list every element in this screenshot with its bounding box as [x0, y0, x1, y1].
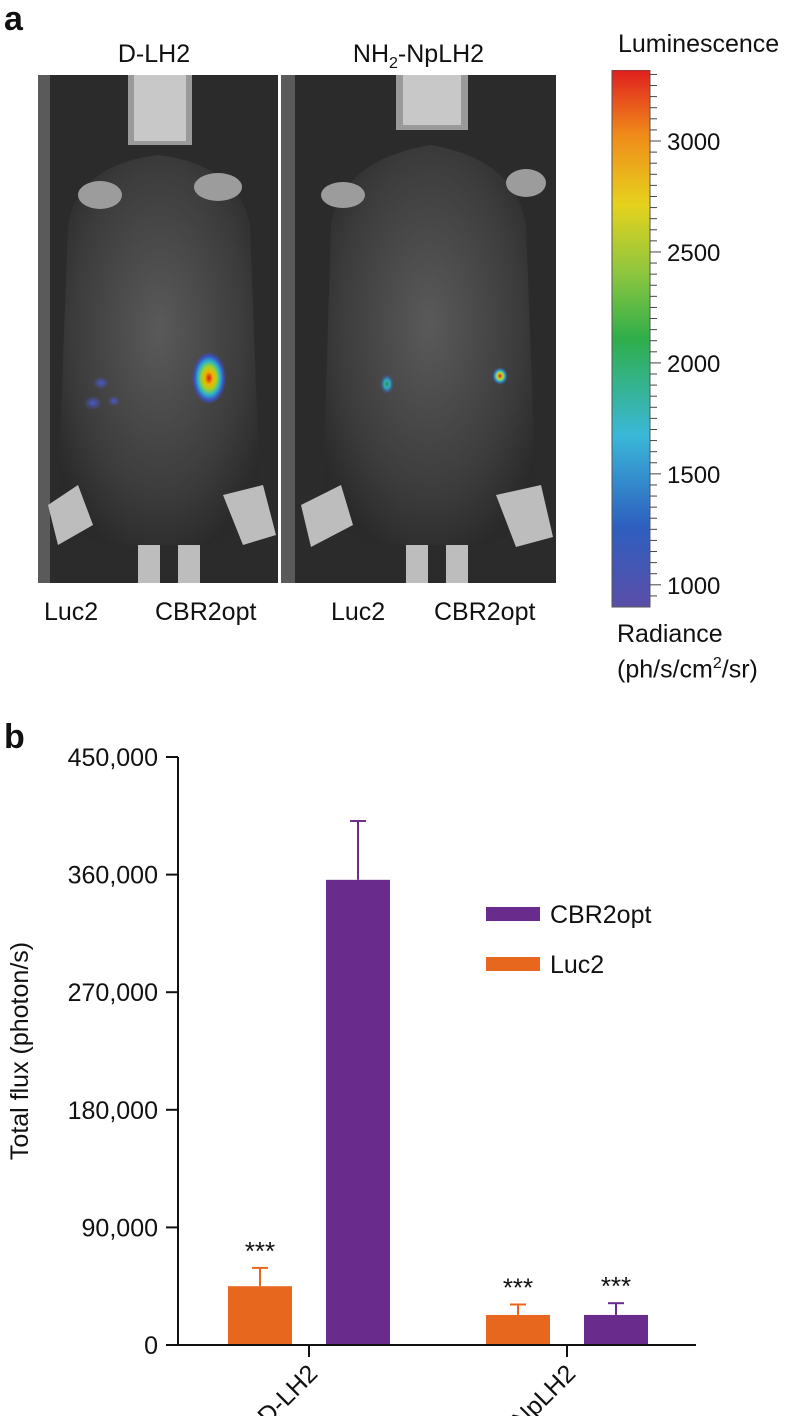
y-tick-label: 270,000	[68, 979, 158, 1007]
bar-cbr2opt-1	[584, 1314, 648, 1345]
image-1-left-label: Luc2	[44, 598, 99, 626]
colorbar-tick-label: 1500	[667, 462, 720, 489]
colorbar-tick-label: 2500	[667, 240, 720, 267]
y-tick-label: 90,000	[82, 1214, 158, 1242]
colorbar-bottom-label-1: Radiance	[617, 620, 723, 648]
mouse-image-d-lh2	[38, 75, 278, 583]
colorbar-tick-label: 3000	[667, 129, 720, 156]
x-category-label-part: -NpLH2	[501, 1359, 582, 1416]
panel-a-letter: a	[4, 0, 23, 38]
bar-chart: 0 90,000 180,000 270,000 360,000 450,000 Total…	[0, 730, 806, 1421]
y-tick-label: 180,000	[68, 1097, 158, 1125]
bar-luc2-0	[228, 1286, 292, 1345]
image-2-left-label: Luc2	[331, 598, 386, 626]
x-category-label: D-LH2	[252, 1359, 323, 1416]
panel-b-letter: b	[4, 718, 25, 756]
image-1-title: D-LH2	[117, 40, 191, 68]
x-category-label: NH2-NpLH2	[469, 1359, 585, 1416]
legend-swatch-luc2	[486, 957, 540, 971]
colorbar: 3000 2500 2000 1500 1000	[611, 69, 805, 610]
colorbar-top-label: Luminescence	[618, 30, 780, 58]
legend-label-luc2: Luc2	[550, 951, 604, 979]
bar-cbr2opt-0	[326, 879, 390, 1345]
colorbar-tick-label: 1000	[667, 573, 720, 600]
significance-annotation: ***	[245, 1236, 275, 1266]
image-1-right-label: CBR2opt	[155, 598, 257, 626]
mouse-image-nh2-nplh2	[281, 75, 556, 583]
bar-luc2-1	[486, 1314, 550, 1345]
x-category-label-part: D-LH2	[252, 1359, 323, 1416]
significance-annotation: ***	[503, 1272, 533, 1302]
colorbar-tick-label: 2000	[667, 351, 720, 378]
image-2-right-label: CBR2opt	[434, 598, 536, 626]
image-2-title: NH2-NpLH2	[352, 40, 485, 72]
y-axis-label: Total flux (photon/s)	[6, 942, 34, 1160]
significance-annotation: ***	[601, 1271, 631, 1301]
legend-swatch-cbr2opt	[486, 907, 540, 921]
colorbar-bottom-label-2: (ph/s/cm2/sr)	[617, 655, 758, 684]
y-tick-label: 0	[144, 1332, 158, 1360]
y-tick-label: 360,000	[68, 862, 158, 890]
y-tick-label: 450,000	[68, 744, 158, 772]
legend-label-cbr2opt: CBR2opt	[550, 901, 651, 929]
